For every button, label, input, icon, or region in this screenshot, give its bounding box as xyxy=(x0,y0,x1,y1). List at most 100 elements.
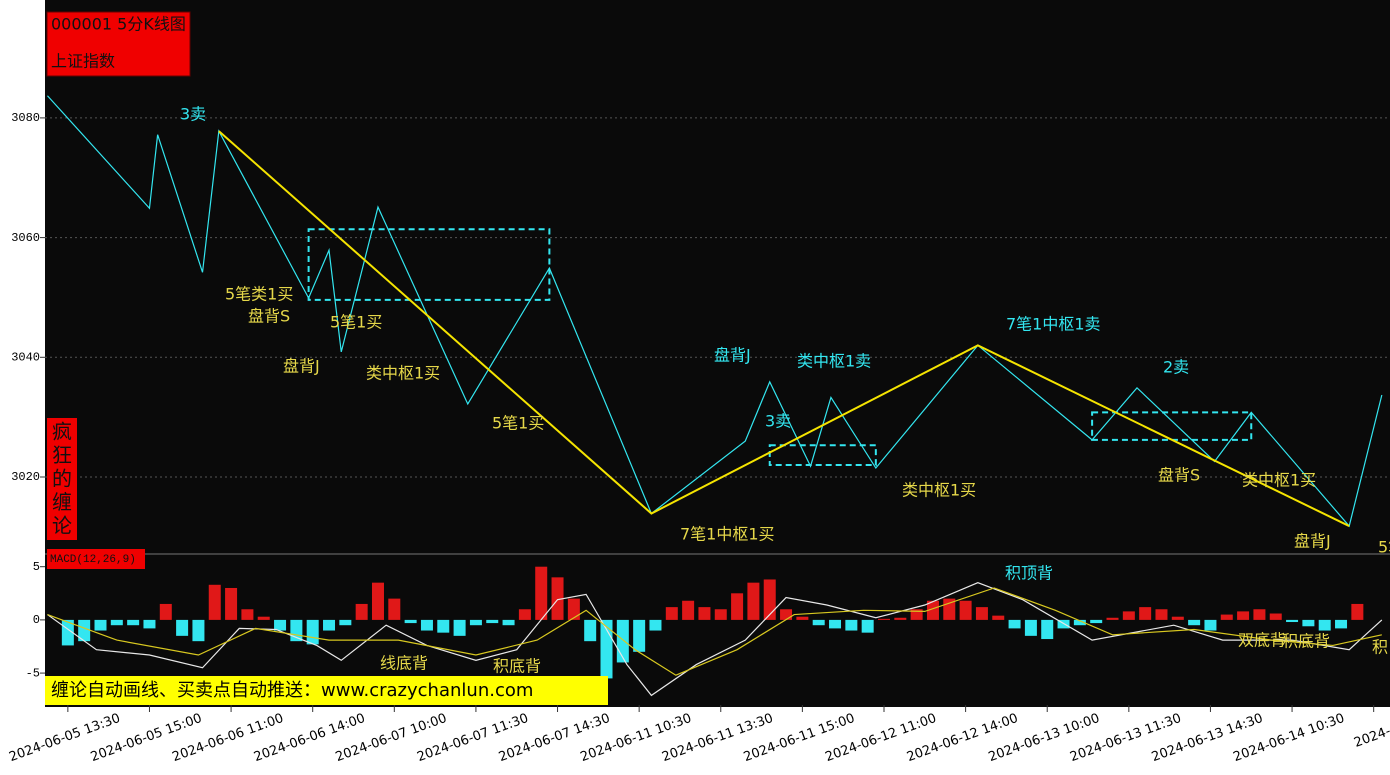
macd-bar xyxy=(306,619,319,645)
macd-bar xyxy=(1139,607,1152,620)
macd-bar xyxy=(355,603,368,620)
macd-bar xyxy=(274,619,287,631)
macd-bar xyxy=(420,619,433,631)
macd-bar xyxy=(1008,619,1021,629)
pivot-zone xyxy=(1091,411,1253,441)
macd-bar xyxy=(371,582,384,620)
signal-label: 积顶背 xyxy=(1005,564,1053,583)
macd-bar xyxy=(388,598,401,620)
side-char: 狂 xyxy=(52,443,72,467)
macd-bar xyxy=(1073,619,1086,626)
macd-bar xyxy=(502,619,515,626)
signal-label: 积底背 xyxy=(1282,632,1330,651)
pivot-zone xyxy=(307,228,551,301)
header-box xyxy=(46,11,191,77)
macd-bar xyxy=(877,618,890,620)
signal-label: 5笔1买 xyxy=(492,414,544,433)
macd-bar xyxy=(110,619,123,626)
macd-bar xyxy=(910,609,923,620)
macd-bar xyxy=(567,598,580,620)
macd-bar xyxy=(926,600,939,620)
macd-bar xyxy=(208,584,221,620)
macd-bar xyxy=(339,619,352,626)
macd-bar xyxy=(975,607,988,620)
macd-bar xyxy=(763,579,776,620)
signal-label: 5笔类1买 xyxy=(225,285,293,304)
macd-bar xyxy=(1024,619,1037,636)
banner: 缠论自动画线、买卖点自动推送：www.crazychanlun.com xyxy=(51,680,533,701)
macd-bar xyxy=(78,619,91,642)
macd-bar xyxy=(94,619,107,631)
macd-bar xyxy=(453,619,466,636)
macd-bar xyxy=(127,619,140,626)
macd-bar xyxy=(61,619,74,646)
signal-label: 双底背 xyxy=(1238,631,1286,650)
side-char: 疯 xyxy=(52,420,72,444)
macd-bar xyxy=(861,619,874,633)
y-tick-label: 3080 xyxy=(11,111,40,125)
signal-label: 2卖 xyxy=(1163,358,1189,377)
macd-bar xyxy=(1237,611,1250,620)
macd-bar xyxy=(437,619,450,633)
signal-label: 7笔1中枢1买 xyxy=(680,525,775,544)
signal-label: 5笔 xyxy=(1378,538,1390,557)
macd-bar xyxy=(535,566,548,620)
macd-bar xyxy=(518,609,531,620)
macd-bar xyxy=(323,619,336,631)
macd-bar xyxy=(404,619,417,624)
macd-bar xyxy=(241,609,254,620)
macd-bar xyxy=(1122,611,1135,620)
macd-bar xyxy=(1286,619,1299,623)
macd-bar xyxy=(959,600,972,620)
macd-bar xyxy=(225,587,238,620)
macd-bar xyxy=(192,619,205,642)
macd-bar xyxy=(551,577,564,620)
line-series xyxy=(47,95,1383,528)
signal-label: 3卖 xyxy=(180,105,206,124)
macd-bar xyxy=(257,616,270,620)
macd-bar xyxy=(143,619,156,629)
macd-bar xyxy=(1041,619,1054,640)
macd-bar xyxy=(1090,619,1103,624)
macd-bar xyxy=(845,619,858,631)
macd-bar xyxy=(1220,614,1233,620)
signal-label: 盘背J xyxy=(1294,532,1331,551)
side-char: 论 xyxy=(52,514,72,538)
signal-label: 3卖 xyxy=(765,412,791,431)
x-tick-label: 2024-06-14 xyxy=(1352,711,1390,751)
banner-box xyxy=(45,676,608,705)
pivot-zone xyxy=(768,444,877,467)
macd-bar xyxy=(1253,609,1266,620)
macd-bar xyxy=(731,593,744,620)
macd-bar xyxy=(698,607,711,620)
y-tick-label: 3020 xyxy=(11,470,40,484)
macd-bar xyxy=(1335,619,1348,629)
macd-bar xyxy=(992,615,1005,620)
y-tick-label: 0 xyxy=(33,613,40,627)
y-tick-label: 3040 xyxy=(11,350,40,364)
signal-label: 盘背S xyxy=(248,307,290,326)
line-series xyxy=(218,130,1350,527)
signal-label: 类中枢1买 xyxy=(902,481,976,500)
line-series xyxy=(47,587,1382,676)
macd-bar xyxy=(1269,613,1282,620)
macd-bar xyxy=(1318,619,1331,631)
macd-bar xyxy=(159,603,172,620)
signal-label: 类中枢1买 xyxy=(1242,471,1316,490)
macd-bar xyxy=(486,619,499,624)
y-tick-label: 5 xyxy=(33,560,40,574)
macd-bar xyxy=(894,617,907,620)
macd-bar xyxy=(796,616,809,620)
line-series xyxy=(47,582,1383,697)
macd-bar xyxy=(1155,609,1168,620)
macd-panel xyxy=(47,566,1383,697)
macd-bar xyxy=(633,619,646,652)
macd-bar xyxy=(176,619,189,636)
index-name: 上证指数 xyxy=(51,52,115,71)
signal-label: 线底背 xyxy=(380,654,428,673)
signal-label: 盘背J xyxy=(714,346,751,365)
macd-bar xyxy=(682,600,695,620)
